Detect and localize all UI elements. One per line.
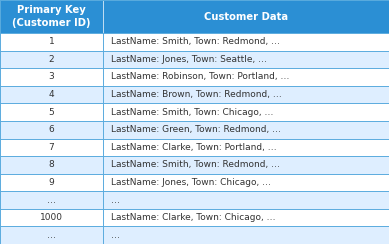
- Text: Primary Key
(Customer ID): Primary Key (Customer ID): [12, 5, 91, 28]
- Text: 1000: 1000: [40, 213, 63, 222]
- Text: LastName: Clarke, Town: Chicago, …: LastName: Clarke, Town: Chicago, …: [111, 213, 275, 222]
- Bar: [0, 191, 389, 209]
- Text: Customer Data: Customer Data: [204, 11, 288, 21]
- Bar: [0, 86, 389, 103]
- Text: 8: 8: [49, 160, 54, 169]
- Text: LastName: Clarke, Town: Portland, …: LastName: Clarke, Town: Portland, …: [111, 143, 277, 152]
- Bar: [0, 0, 389, 33]
- Bar: [0, 209, 389, 226]
- Text: 7: 7: [49, 143, 54, 152]
- Text: 9: 9: [49, 178, 54, 187]
- Bar: [0, 33, 389, 51]
- Text: 4: 4: [49, 90, 54, 99]
- Bar: [0, 51, 389, 68]
- Text: …: …: [47, 231, 56, 240]
- Bar: [0, 174, 389, 191]
- Bar: [0, 68, 389, 86]
- Text: 1: 1: [49, 37, 54, 46]
- Text: …: …: [47, 195, 56, 204]
- Text: LastName: Robinson, Town: Portland, …: LastName: Robinson, Town: Portland, …: [111, 72, 289, 81]
- Text: LastName: Green, Town: Redmond, …: LastName: Green, Town: Redmond, …: [111, 125, 281, 134]
- Text: 3: 3: [49, 72, 54, 81]
- Bar: [0, 103, 389, 121]
- Text: 6: 6: [49, 125, 54, 134]
- Text: LastName: Jones, Town: Chicago, …: LastName: Jones, Town: Chicago, …: [111, 178, 271, 187]
- Bar: [0, 156, 389, 174]
- Bar: [0, 139, 389, 156]
- Text: …: …: [111, 195, 120, 204]
- Text: LastName: Smith, Town: Chicago, …: LastName: Smith, Town: Chicago, …: [111, 108, 273, 117]
- Text: LastName: Brown, Town: Redmond, …: LastName: Brown, Town: Redmond, …: [111, 90, 282, 99]
- Text: LastName: Smith, Town: Redmond, …: LastName: Smith, Town: Redmond, …: [111, 160, 280, 169]
- Text: …: …: [111, 231, 120, 240]
- Text: LastName: Smith, Town: Redmond, …: LastName: Smith, Town: Redmond, …: [111, 37, 280, 46]
- Bar: [0, 226, 389, 244]
- Bar: [0, 121, 389, 139]
- Text: 2: 2: [49, 55, 54, 64]
- Text: LastName: Jones, Town: Seattle, …: LastName: Jones, Town: Seattle, …: [111, 55, 267, 64]
- Text: 5: 5: [49, 108, 54, 117]
